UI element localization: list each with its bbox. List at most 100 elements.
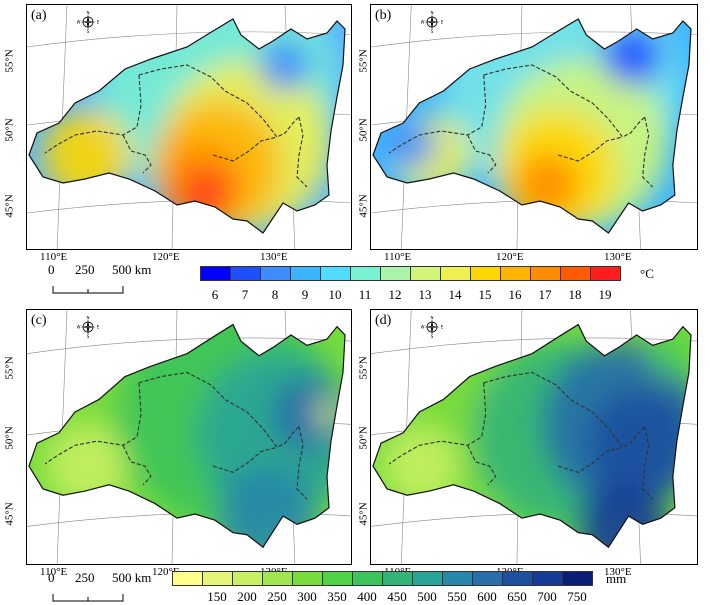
legend-label: 200 (237, 589, 257, 604)
subregion-boundaries (388, 64, 654, 188)
legend-label: 17 (538, 287, 552, 302)
legend-swatch (200, 266, 231, 281)
compass-rose-icon: N S W E (77, 315, 100, 339)
svg-text:E: E (97, 20, 99, 25)
svg-text:E: E (441, 20, 443, 25)
region-outline (28, 18, 346, 234)
scale-label: 0 (48, 570, 55, 585)
legend-swatch (410, 266, 441, 281)
legend-swatch (440, 266, 471, 281)
scale-label: 250 (75, 570, 95, 585)
subregion-boundaries (388, 371, 654, 500)
compass-rose-icon: N S W E (421, 315, 444, 339)
legend-label: 400 (357, 589, 377, 604)
legend-label: 300 (297, 589, 317, 604)
scale-label: 250 (75, 262, 95, 277)
legend-label: 12 (388, 287, 402, 302)
svg-text:W: W (77, 20, 81, 25)
scale-bar: 0 250 500 km (48, 570, 151, 604)
legend-swatch (500, 266, 531, 281)
lat-tick: 50°N (357, 426, 370, 450)
region-map-c (27, 310, 351, 564)
region-outline (28, 323, 346, 549)
svg-text:E: E (97, 325, 99, 330)
legend-label: 750 (567, 589, 587, 604)
subregion-boundaries (44, 371, 308, 500)
temperature-legend (200, 266, 621, 281)
scale-label: 0 (48, 262, 55, 277)
panel-label-a: (a) (31, 8, 47, 23)
region-outline (372, 18, 692, 234)
legend-label: 8 (271, 287, 279, 302)
scale-bar: 0 250 500 km (48, 262, 151, 296)
lon-tick: 110°E (40, 566, 68, 578)
lon-tick: 130°E (260, 251, 288, 263)
precipitation-legend (172, 571, 593, 586)
lon-tick: 120°E (152, 251, 180, 263)
legend-swatch (532, 571, 563, 586)
value-field (29, 324, 345, 548)
legend-label: 10 (328, 287, 342, 302)
legend-label: 500 (417, 589, 437, 604)
legend-label: 6 (211, 287, 219, 302)
map-panel-d: (d) N S W E (370, 309, 698, 565)
legend-swatch (260, 266, 291, 281)
legend-swatch (172, 571, 203, 586)
precipitation-legend-labels: 150 200 250 300 350 400 450 500 550 600 650 700 750 (172, 589, 602, 605)
legend-swatch (442, 571, 473, 586)
legend-swatch (232, 571, 263, 586)
legend-label: 11 (358, 287, 372, 302)
legend-swatch (590, 266, 621, 281)
svg-text:N: N (431, 11, 434, 15)
svg-text:W: W (421, 325, 425, 330)
panel-label-c: (c) (31, 313, 47, 328)
svg-text:W: W (77, 325, 81, 330)
scale-bar-line (52, 594, 124, 602)
lat-tick: 45°N (3, 194, 16, 218)
legend-label: 700 (537, 589, 557, 604)
legend-label: 650 (507, 589, 527, 604)
map-panel-c: (c) N S W E (26, 309, 352, 565)
svg-text:N: N (87, 11, 90, 15)
map-panel-b: (b) N S W E (370, 4, 698, 250)
lon-tick: 130°E (604, 251, 632, 263)
lat-tick: 45°N (3, 502, 16, 526)
precipitation-unit: mm (606, 571, 627, 586)
legend-swatch (322, 571, 353, 586)
temperature-legend-labels: 6 7 8 9 10 11 12 13 14 15 16 17 18 19 (200, 287, 634, 303)
legend-swatch (502, 571, 533, 586)
scale-label: 500 km (112, 262, 152, 277)
svg-text:N: N (431, 316, 434, 320)
legend-label: 13 (418, 287, 432, 302)
svg-text:E: E (441, 325, 443, 330)
lat-tick: 45°N (357, 502, 370, 526)
svg-text:S: S (87, 29, 90, 33)
legend-swatch (230, 266, 261, 281)
subregion-boundaries (44, 64, 308, 188)
legend-label: 19 (598, 287, 612, 302)
legend-label: 250 (267, 589, 287, 604)
panel-label-b: (b) (375, 8, 392, 23)
legend-swatch (352, 571, 383, 586)
lon-tick: 110°E (384, 251, 412, 263)
scale-label: 500 km (112, 570, 152, 585)
map-panel-a: (a) N S W E (26, 4, 352, 250)
legend-label: 150 (207, 589, 227, 604)
legend-label: 600 (477, 589, 497, 604)
compass-rose-icon: N S W E (77, 10, 100, 34)
legend-swatch (412, 571, 443, 586)
legend-swatch (292, 571, 323, 586)
scale-bar-line (52, 286, 124, 294)
legend-label: 16 (508, 287, 522, 302)
svg-text:S: S (431, 334, 434, 338)
legend-swatch (562, 571, 593, 586)
svg-text:W: W (421, 20, 425, 25)
legend-swatch (380, 266, 411, 281)
legend-swatch (290, 266, 321, 281)
lat-tick: 45°N (357, 194, 370, 218)
lon-tick: 130°E (604, 566, 632, 578)
legend-label: 15 (478, 287, 492, 302)
legend-swatch (470, 266, 501, 281)
temperature-unit: °C (640, 266, 654, 281)
legend-label: 7 (241, 287, 249, 302)
